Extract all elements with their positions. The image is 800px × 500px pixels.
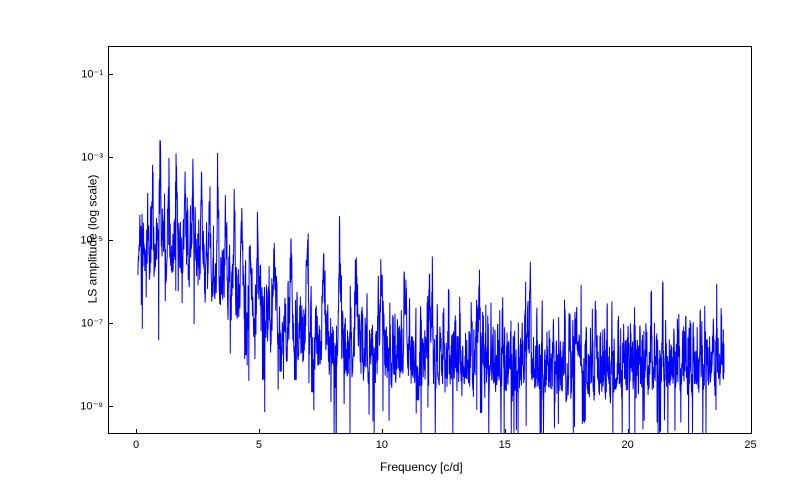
x-axis-label: Frequency [c/d] <box>380 460 463 474</box>
y-tick-label: 10⁻⁹ <box>80 399 109 412</box>
figure: 051015202510⁻⁹10⁻⁷10⁻⁵10⁻³10⁻¹ LS amplit… <box>0 0 800 500</box>
chart-axes: 051015202510⁻⁹10⁻⁷10⁻⁵10⁻³10⁻¹ <box>108 46 752 434</box>
y-tick-label: 10⁻¹ <box>81 67 109 80</box>
x-tick-label: 15 <box>499 433 511 451</box>
x-tick-label: 5 <box>256 433 262 451</box>
y-tick-label: 10⁻³ <box>81 150 109 163</box>
spectrum-path <box>138 140 724 433</box>
y-tick-label: 10⁻⁷ <box>81 316 109 329</box>
x-tick-label: 25 <box>744 433 756 451</box>
y-axis-label: LS amplitude (log scale) <box>85 175 99 304</box>
x-tick-label: 10 <box>376 433 388 451</box>
x-tick-label: 20 <box>622 433 634 451</box>
x-tick-label: 0 <box>133 433 139 451</box>
periodogram-line <box>109 47 751 433</box>
